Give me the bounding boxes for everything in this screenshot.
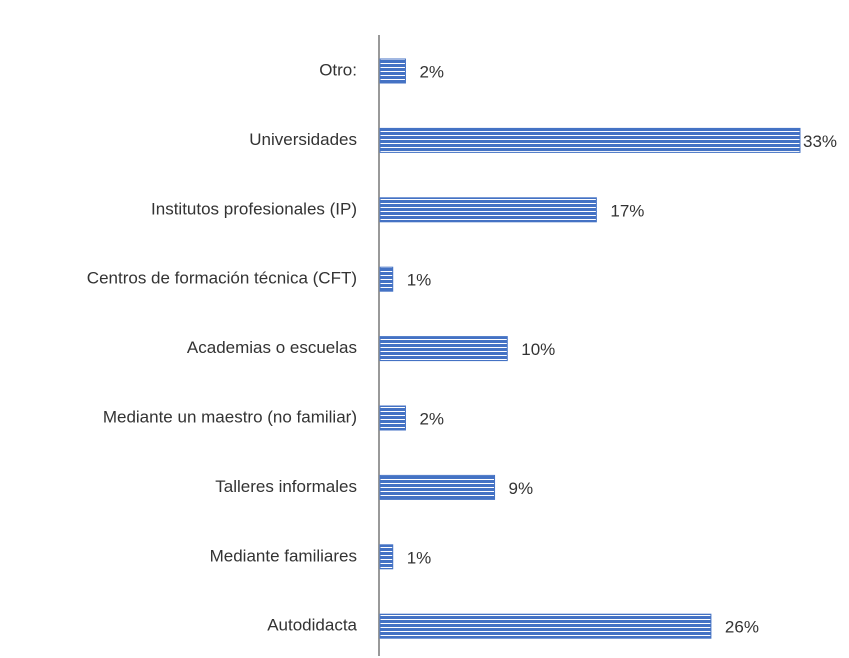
value-label: 2% [419, 62, 444, 81]
bar [379, 336, 508, 362]
category-label: Mediante familiares [210, 546, 357, 565]
category-label: Talleres informales [215, 477, 357, 496]
value-label: 10% [521, 340, 555, 359]
category-label: Autodidacta [267, 616, 357, 635]
value-label: 33% [803, 132, 837, 151]
value-label: 1% [407, 548, 432, 567]
bar [379, 266, 394, 292]
bar [379, 544, 394, 570]
value-label: 9% [509, 479, 534, 498]
value-label: 17% [610, 201, 644, 220]
value-label: 26% [725, 618, 759, 637]
category-label: Universidades [249, 130, 357, 149]
category-label: Centros de formación técnica (CFT) [87, 269, 357, 288]
bar [379, 58, 406, 84]
bar [379, 197, 597, 223]
value-label: 2% [419, 409, 444, 428]
category-label: Mediante un maestro (no familiar) [103, 407, 357, 426]
category-label: Otro: [319, 60, 357, 79]
bar [379, 474, 496, 500]
category-label: Academias o escuelas [187, 338, 357, 357]
bar [379, 127, 801, 153]
bar [379, 613, 712, 639]
bar [379, 405, 406, 431]
value-label: 1% [407, 271, 432, 290]
category-label: Institutos profesionales (IP) [151, 199, 357, 218]
